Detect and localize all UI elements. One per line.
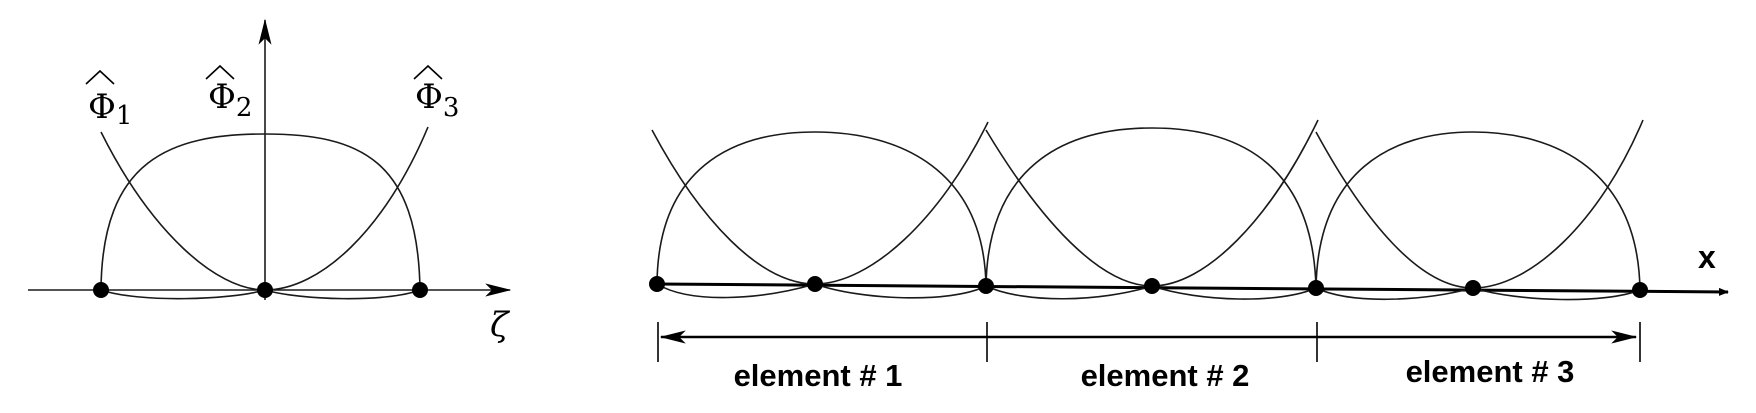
label-phi3: Φ3 [413,64,459,123]
reference-element-plot: Φ1 Φ2 Φ3 ζ [28,18,512,345]
x-axis-label: x [1698,239,1716,275]
element-3-curves [1315,119,1644,301]
e3-bubble [1315,131,1641,291]
global-node-7 [1632,282,1648,298]
e3-left-basis [1315,131,1474,301]
svg-text:Φ2: Φ2 [208,77,252,123]
zeta-axis-label: ζ [490,305,511,345]
element-2-curves [985,119,1319,300]
basis-curve-phi2 [100,133,421,291]
element-label-2: element # 2 [1081,358,1250,393]
hat-phi1 [85,69,115,85]
element-label-1: element # 1 [734,358,903,393]
element-label-3: element # 3 [1406,354,1575,389]
label-phi2: Φ2 [205,64,252,123]
phi3-subscript: 3 [443,93,460,123]
phi2-subscript: 2 [236,93,253,123]
global-node-5 [1308,280,1324,296]
element-dimension-line [657,322,1641,362]
e2-right-basis [1151,119,1319,300]
global-node-1 [649,276,665,292]
global-node-4 [1144,278,1160,294]
global-node-2 [807,276,823,292]
e2-left-basis [985,129,1153,300]
e3-right-basis [1472,119,1644,301]
phi2-symbol: Φ [208,77,236,117]
svg-text:Φ1: Φ1 [88,87,132,131]
svg-text:Φ3: Φ3 [415,77,459,123]
phi3-symbol: Φ [415,77,443,117]
hat-phi2 [205,64,235,80]
phi1-symbol: Φ [88,87,116,127]
e2-bubble [985,127,1317,289]
e1-left-basis [651,129,816,299]
element-1-curves [651,121,989,299]
e1-bubble [656,131,987,287]
phi1-subscript: 1 [116,101,133,131]
hat-phi3 [413,64,443,80]
node-left [93,282,109,298]
x-axis [656,282,1729,296]
label-phi1: Φ1 [85,69,132,131]
node-middle [257,282,273,298]
global-mesh-plot: x element # 1 element # 2 element # 3 [649,119,1729,393]
node-right [412,282,428,298]
basis-curve-phi1 [100,131,266,300]
global-node-6 [1465,280,1481,296]
global-node-3 [978,278,994,294]
basis-curve-phi3 [264,126,429,300]
